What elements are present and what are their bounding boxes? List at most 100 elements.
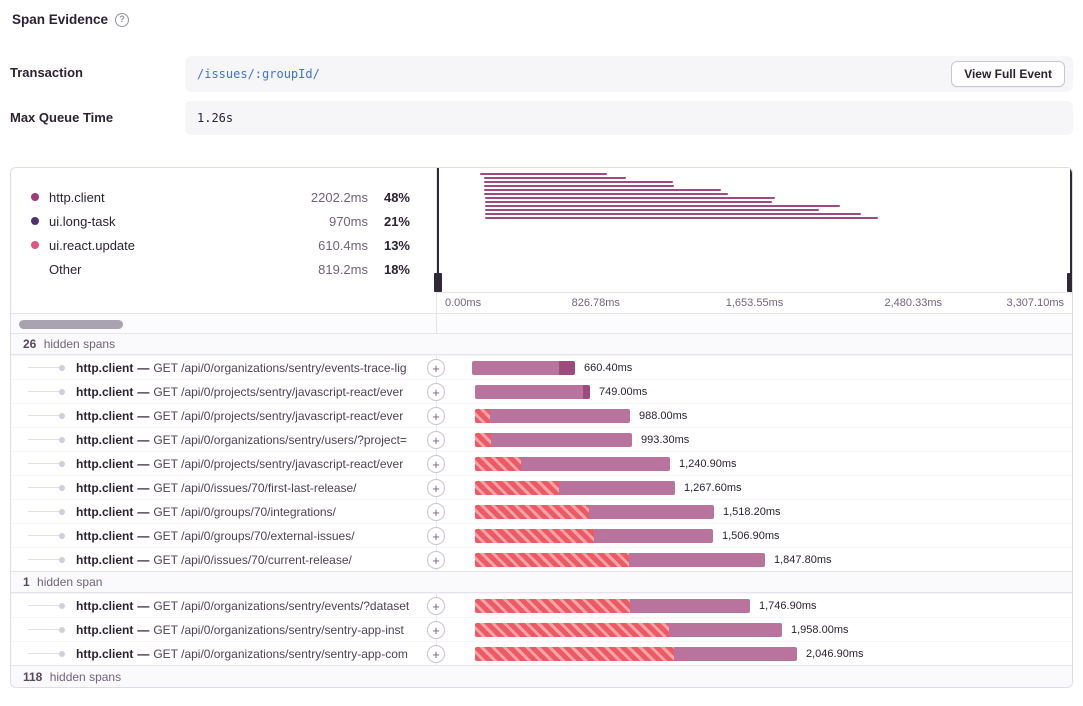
span-description: GET /api/0/issues/70/current-release/ (153, 552, 352, 567)
expand-span-button[interactable]: + (427, 503, 445, 521)
span-op: http.client (76, 504, 134, 519)
span-row[interactable]: http.client — GET /api/0/organizations/sen… (11, 593, 1072, 617)
span-duration-bar (475, 599, 750, 613)
expand-span-button[interactable]: + (427, 359, 445, 377)
panel-top-right: 0.00ms 826.78ms 1,653.55ms 2,480.33ms 3,307.… (434, 168, 1072, 333)
tree-connector-line (28, 559, 59, 560)
queue-time-segment (475, 623, 669, 637)
transaction-link[interactable]: /issues/:groupId/ (197, 67, 320, 81)
span-separator: — (137, 646, 150, 661)
span-op: http.client (76, 552, 134, 567)
span-separator: — (137, 504, 150, 519)
span-duration-label: 1,240.90ms (679, 458, 737, 470)
span-row-track: 2,046.90ms (436, 642, 1072, 665)
span-time-segment (674, 647, 797, 661)
view-full-event-button[interactable]: View Full Event (951, 61, 1065, 87)
span-time-dark-segment (559, 361, 575, 375)
span-op: http.client (76, 622, 134, 637)
span-row-description: http.client — GET /api/0/projects/sentry/j… (11, 452, 436, 475)
tree-connector-line (28, 439, 59, 440)
span-group: http.client — GET /api/0/organizations/sen… (11, 355, 1072, 571)
span-duration-bar (475, 553, 765, 567)
expand-span-button[interactable]: + (427, 621, 445, 639)
time-axis-label: 0.00ms (445, 297, 482, 309)
help-icon[interactable]: ? (115, 12, 130, 27)
tree-connector-line (28, 367, 59, 368)
span-list: 26 hidden spans http.client — GET /api/0/or… (11, 333, 1072, 687)
span-row[interactable]: http.client — GET /api/0/groups/70/integra… (11, 499, 1072, 523)
span-row[interactable]: http.client — GET /api/0/groups/70/externa… (11, 523, 1072, 547)
queue-time-segment (475, 409, 490, 423)
minimap-right-handle[interactable] (1067, 168, 1072, 292)
span-duration-label: 1,267.60ms (684, 482, 742, 494)
span-description: GET /api/0/organizations/sentry/events-t… (153, 360, 407, 375)
expand-span-button[interactable]: + (427, 597, 445, 615)
span-row[interactable]: http.client — GET /api/0/projects/sentry/j… (11, 403, 1072, 427)
span-row[interactable]: http.client — GET /api/0/organizations/sen… (11, 617, 1072, 641)
expand-span-button[interactable]: + (427, 551, 445, 569)
expand-span-button[interactable]: + (427, 527, 445, 545)
span-description: GET /api/0/organizations/sentry/sentry-a… (153, 622, 404, 637)
span-separator: — (137, 432, 150, 447)
hidden-spans-toggle[interactable]: 26 hidden spans (11, 333, 1072, 355)
span-op: http.client (76, 528, 134, 543)
time-axis-label: 826.78ms (571, 297, 620, 309)
span-time-dark-segment (583, 385, 590, 399)
minimap-left-handle[interactable] (434, 168, 442, 292)
span-text: http.client — GET /api/0/organizations/sen… (76, 647, 410, 661)
span-op: http.client (76, 646, 134, 661)
minimap-right-grip[interactable] (1067, 273, 1072, 292)
hidden-spans-toggle[interactable]: 118 hidden spans (11, 665, 1072, 687)
legend-op-name: ui.react.update (49, 237, 136, 253)
tree-connector-line (28, 535, 59, 536)
expand-span-button[interactable]: + (427, 479, 445, 497)
span-op: http.client (76, 480, 134, 495)
span-row-description: http.client — GET /api/0/organizations/sen… (11, 356, 436, 379)
span-row-track: 1,746.90ms (436, 594, 1072, 617)
span-op: http.client (76, 408, 134, 423)
horizontal-scrollbar-thumb[interactable] (19, 320, 123, 329)
span-row[interactable]: http.client — GET /api/0/organizations/sen… (11, 641, 1072, 665)
expand-span-button[interactable]: + (427, 431, 445, 449)
minimap-left-grip[interactable] (434, 273, 442, 292)
minimap-span-bar (483, 181, 673, 183)
transaction-row: Transaction /issues/:groupId/ View Full … (10, 56, 1073, 92)
expand-span-button[interactable]: + (427, 407, 445, 425)
span-text: http.client — GET /api/0/projects/sentry/j… (76, 409, 405, 423)
queue-time-segment (475, 481, 559, 495)
legend-color-dot (31, 217, 39, 225)
span-row-track: 1,240.90ms (436, 452, 1072, 475)
span-row[interactable]: http.client — GET /api/0/issues/70/current… (11, 547, 1072, 571)
expand-span-button[interactable]: + (427, 645, 445, 663)
max-queue-time-row: Max Queue Time 1.26s (10, 101, 1073, 135)
minimap-span-bar (483, 177, 626, 179)
expand-span-button[interactable]: + (427, 455, 445, 473)
span-op: http.client (76, 456, 134, 471)
queue-time-segment (475, 647, 674, 661)
expand-span-button[interactable]: + (427, 383, 445, 401)
legend-op-percent: 18% (383, 261, 410, 277)
span-row[interactable]: http.client — GET /api/0/projects/sentry/j… (11, 379, 1072, 403)
span-text: http.client — GET /api/0/organizations/sen… (76, 599, 411, 613)
span-row[interactable]: http.client — GET /api/0/projects/sentry/j… (11, 451, 1072, 475)
minimap-span-bar (484, 213, 861, 215)
span-description: GET /api/0/organizations/sentry/sentry-a… (153, 646, 408, 661)
minimap-span-bar (484, 205, 840, 207)
hidden-spans-toggle[interactable]: 1 hidden span (11, 571, 1072, 593)
legend-op-name: http.client (49, 189, 105, 205)
span-row-track: 993.30ms (436, 428, 1072, 451)
span-row-track: 1,847.80ms (436, 548, 1072, 571)
span-row[interactable]: http.client — GET /api/0/organizations/sen… (11, 427, 1072, 451)
tree-node-dot (59, 437, 65, 443)
span-row[interactable]: http.client — GET /api/0/issues/70/first-l… (11, 475, 1072, 499)
hidden-spans-text: hidden span (33, 575, 103, 589)
span-time-segment (594, 529, 713, 543)
transaction-value-box: /issues/:groupId/ View Full Event (185, 56, 1073, 92)
trace-minimap[interactable] (434, 168, 1072, 292)
span-duration-bar (475, 529, 713, 543)
span-row[interactable]: http.client — GET /api/0/organizations/sen… (11, 355, 1072, 379)
legend-op-percent: 13% (383, 237, 410, 253)
span-group: http.client — GET /api/0/organizations/sen… (11, 593, 1072, 665)
span-duration-bar (475, 623, 782, 637)
legend-color-dot (31, 241, 39, 249)
